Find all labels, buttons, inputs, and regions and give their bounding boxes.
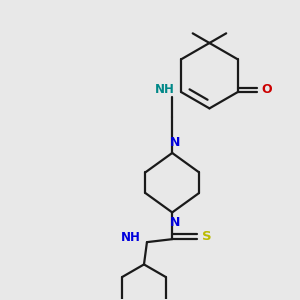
- Text: S: S: [202, 230, 211, 243]
- Text: N: N: [170, 216, 180, 229]
- Text: NH: NH: [155, 82, 175, 96]
- Text: O: O: [262, 83, 272, 97]
- Text: N: N: [170, 136, 180, 149]
- Text: NH: NH: [121, 231, 140, 244]
